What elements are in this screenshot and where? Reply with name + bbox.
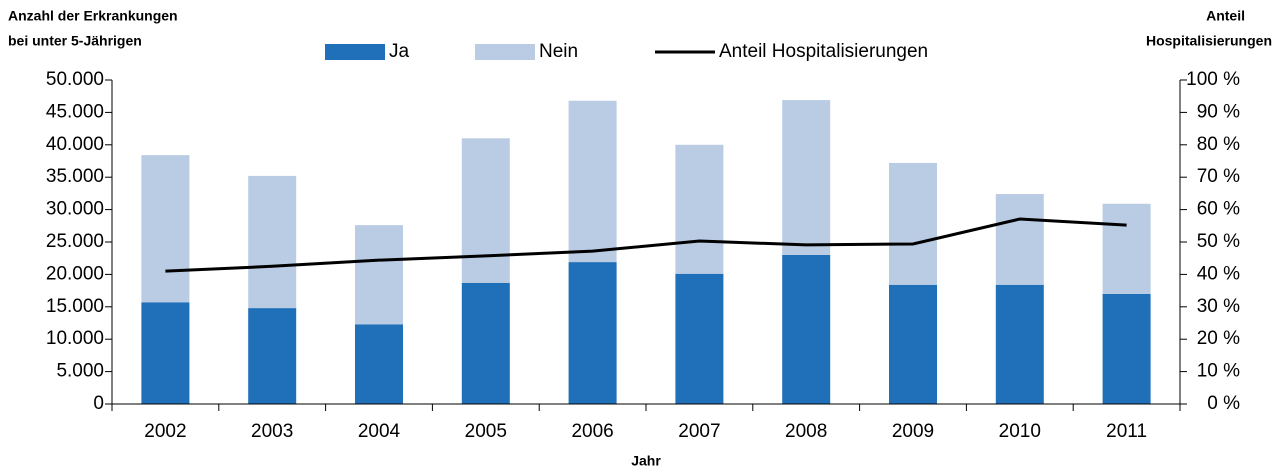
y-tick-label: 45.000	[46, 101, 104, 122]
x-tick-label: 2010	[999, 421, 1041, 442]
y2-tick-label: 30 %	[1197, 296, 1240, 317]
x-tick-label: 2002	[144, 421, 186, 442]
y-tick-label: 10.000	[46, 328, 104, 349]
x-axis-label: Jahr	[631, 453, 661, 469]
bar	[141, 155, 190, 303]
y2-tick-label: 40 %	[1197, 263, 1240, 284]
y2-tick-label: 20 %	[1197, 328, 1240, 349]
x-tick-label: 2004	[358, 421, 401, 442]
y2-tick-label: 60 %	[1197, 199, 1240, 220]
x-tick-label: 2011	[1106, 421, 1147, 442]
x-tick-label: 2009	[892, 421, 934, 442]
bar	[675, 144, 724, 274]
y-tick-label: 50.000	[46, 69, 104, 90]
bar	[889, 162, 937, 285]
bar	[355, 324, 403, 404]
y2-axis-label: Hospitalisierungen	[1146, 33, 1272, 49]
y-axis-label: bei unter 5-Jährigen	[8, 33, 142, 49]
bar	[355, 225, 403, 325]
bar	[995, 194, 1044, 285]
y2-tick-label: 0 %	[1207, 393, 1240, 414]
y-tick-label: 35.000	[46, 166, 104, 187]
y-tick-label: 20.000	[46, 263, 104, 284]
bar	[568, 262, 617, 404]
bar	[141, 302, 190, 404]
x-tick-label: 2008	[785, 421, 827, 442]
legend-swatch	[325, 44, 385, 60]
y-tick-label: 5.000	[56, 361, 104, 382]
y2-tick-label: 70 %	[1197, 166, 1240, 187]
bar	[995, 284, 1044, 404]
bar	[889, 284, 937, 404]
bar	[1102, 293, 1151, 404]
bar	[568, 100, 617, 263]
bar	[1102, 203, 1151, 294]
y2-tick-label: 90 %	[1197, 101, 1240, 122]
legend-label: Nein	[539, 41, 578, 62]
bar	[461, 138, 510, 283]
bar	[782, 254, 831, 404]
y-axis-label: Anzahl der Erkrankungen	[8, 8, 178, 24]
y2-tick-label: 100 %	[1186, 69, 1240, 90]
bar	[675, 273, 724, 404]
y2-axis-label: Anteil	[1206, 8, 1245, 24]
line	[165, 217, 1127, 273]
x-tick-label: 2005	[465, 421, 507, 442]
bar	[461, 282, 510, 404]
x-tick-label: 2006	[571, 421, 613, 442]
legend-label: Ja	[389, 41, 410, 62]
x-tick-label: 2007	[678, 421, 720, 442]
y2-tick-label: 50 %	[1197, 231, 1240, 252]
legend-label: Anteil Hospitalisierungen	[719, 41, 928, 62]
legend-swatch	[475, 44, 535, 60]
y-tick-label: 25.000	[46, 231, 104, 252]
y-tick-label: 40.000	[46, 134, 104, 155]
y-tick-label: 30.000	[46, 199, 104, 220]
y2-tick-label: 10 %	[1197, 361, 1240, 382]
bar	[248, 308, 297, 404]
y-tick-label: 15.000	[46, 296, 104, 317]
bar	[782, 100, 831, 255]
x-tick-label: 2003	[251, 421, 293, 442]
y-tick-label: 0	[93, 393, 104, 414]
y2-tick-label: 80 %	[1197, 134, 1240, 155]
bar	[248, 175, 297, 309]
